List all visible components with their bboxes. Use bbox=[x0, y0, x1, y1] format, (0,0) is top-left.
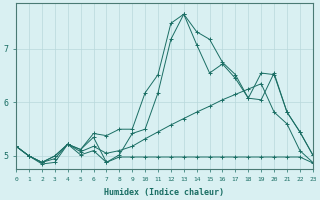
X-axis label: Humidex (Indice chaleur): Humidex (Indice chaleur) bbox=[104, 188, 224, 197]
